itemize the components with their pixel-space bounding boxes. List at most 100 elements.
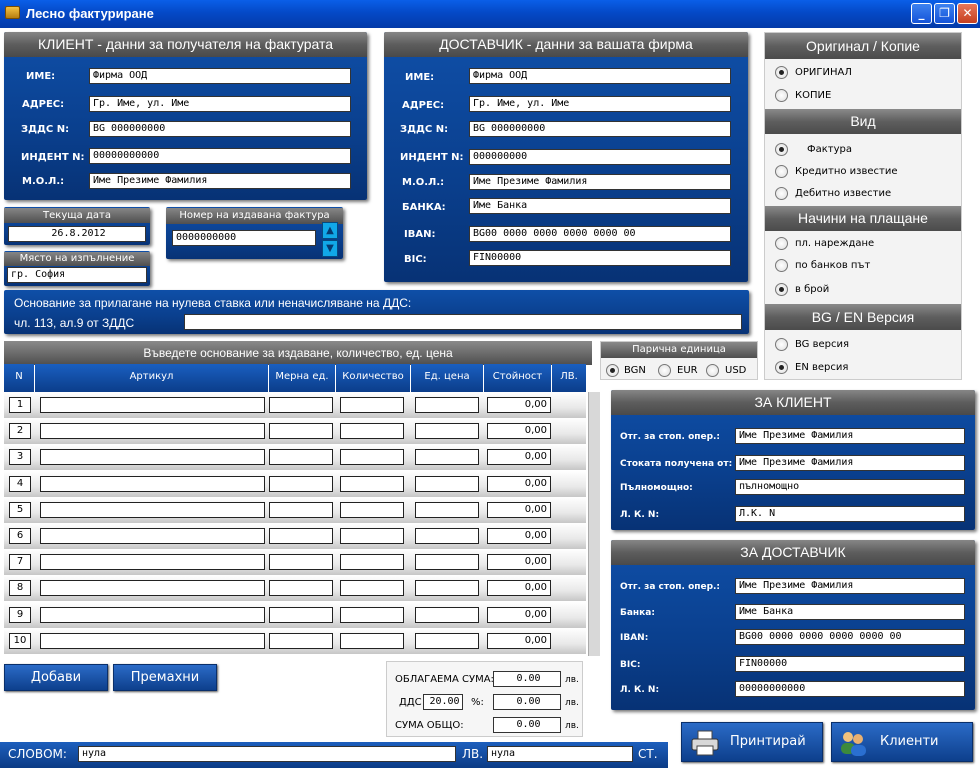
article-field[interactable]: [40, 501, 265, 518]
decrement-arrow-icon[interactable]: ▼: [322, 240, 338, 257]
radio-credit-note[interactable]: [775, 165, 788, 178]
for-client-proxy-field[interactable]: пълномощно: [735, 479, 965, 495]
for-client-received-field[interactable]: Име Презиме Фамилия: [735, 455, 965, 471]
article-field[interactable]: [40, 554, 265, 571]
for-supplier-bank-field[interactable]: Име Банка: [735, 604, 965, 620]
radio-bg-version[interactable]: [775, 338, 788, 351]
words-st-field[interactable]: нула: [487, 746, 633, 762]
users-icon: [838, 729, 868, 757]
maximize-button[interactable]: ❐: [934, 3, 955, 24]
supplier-bic-field[interactable]: FIN00000: [469, 250, 731, 266]
unit-price-field[interactable]: [415, 606, 479, 623]
client-name-field[interactable]: Фирма ООД: [89, 68, 351, 84]
article-field[interactable]: [40, 397, 265, 413]
close-button[interactable]: ✕: [957, 3, 978, 24]
article-field[interactable]: [40, 528, 265, 544]
radio-bank-transfer[interactable]: [775, 259, 788, 272]
total-field[interactable]: 0.00: [493, 717, 561, 733]
radio-eur[interactable]: [658, 364, 671, 377]
radio-bgn[interactable]: [606, 364, 619, 377]
unit-price-field[interactable]: [415, 397, 479, 413]
radio-en-version[interactable]: [775, 361, 788, 374]
unit-field[interactable]: [269, 475, 333, 492]
unit-price-field[interactable]: [415, 528, 479, 544]
quantity-field[interactable]: [340, 606, 404, 623]
unit-price-field[interactable]: [415, 423, 479, 440]
article-field[interactable]: [40, 449, 265, 466]
radio-cash[interactable]: [775, 283, 788, 296]
add-button[interactable]: Добави: [4, 664, 108, 691]
quantity-field[interactable]: [340, 475, 404, 492]
radio-copy[interactable]: [775, 89, 788, 102]
unit-field[interactable]: [269, 423, 333, 440]
remove-button[interactable]: Премахни: [113, 664, 217, 691]
quantity-field[interactable]: [340, 423, 404, 440]
supplier-vat-field[interactable]: BG 000000000: [469, 121, 731, 137]
for-supplier-idcard-field[interactable]: 00000000000: [735, 681, 965, 697]
article-field[interactable]: [40, 580, 265, 597]
quantity-field[interactable]: [340, 528, 404, 544]
unit-price-field[interactable]: [415, 449, 479, 466]
place-field[interactable]: гр. София: [7, 267, 147, 283]
quantity-field[interactable]: [340, 580, 404, 597]
unit-field[interactable]: [269, 501, 333, 518]
radio-payment-order[interactable]: [775, 237, 788, 250]
vat-percent-field[interactable]: 20.00: [423, 694, 463, 710]
for-supplier-resp-field[interactable]: Име Презиме Фамилия: [735, 578, 965, 594]
supplier-name-field[interactable]: Фирма ООД: [469, 68, 731, 84]
for-client-idcard-field[interactable]: Л.К. N: [735, 506, 965, 522]
unit-field[interactable]: [269, 606, 333, 623]
unit-field[interactable]: [269, 554, 333, 571]
increment-arrow-icon[interactable]: ▲: [322, 222, 338, 239]
client-mol-field[interactable]: Име Презиме Фамилия: [89, 173, 351, 189]
radio-original[interactable]: [775, 66, 788, 79]
currency-box: Парична единица BGN EUR USD: [600, 341, 758, 380]
items-scrollbar[interactable]: [588, 392, 600, 656]
supplier-address-field[interactable]: Гр. Име, ул. Име: [469, 96, 731, 112]
article-field[interactable]: [40, 423, 265, 440]
radio-invoice[interactable]: [775, 143, 788, 156]
quantity-field[interactable]: [340, 449, 404, 466]
client-id-field[interactable]: 00000000000: [89, 148, 351, 164]
clients-button[interactable]: Клиенти: [831, 722, 973, 762]
invoice-number-field[interactable]: 0000000000: [172, 230, 316, 246]
for-supplier-iban-field[interactable]: BG00 0000 0000 0000 0000 00: [735, 629, 965, 645]
quantity-field[interactable]: [340, 632, 404, 649]
minimize-button[interactable]: _: [911, 3, 932, 24]
for-client-resp-field[interactable]: Име Презиме Фамилия: [735, 428, 965, 444]
for-supplier-bic-field[interactable]: FIN00000: [735, 656, 965, 672]
unit-price-field[interactable]: [415, 501, 479, 518]
client-address-field[interactable]: Гр. Име, ул. Име: [89, 96, 351, 112]
for-supplier-resp-label: Отг. за стоп. опер.:: [620, 582, 721, 592]
unit-field[interactable]: [269, 449, 333, 466]
unit-price-field[interactable]: [415, 475, 479, 492]
client-panel: КЛИЕНТ - данни за получателя на фактурат…: [4, 32, 367, 200]
unit-field[interactable]: [269, 397, 333, 413]
unit-price-field[interactable]: [415, 580, 479, 597]
quantity-field[interactable]: [340, 554, 404, 571]
unit-price-field[interactable]: [415, 554, 479, 571]
article-field[interactable]: [40, 475, 265, 492]
supplier-mol-field[interactable]: Име Презиме Фамилия: [469, 174, 731, 190]
article-field[interactable]: [40, 606, 265, 623]
unit-field[interactable]: [269, 580, 333, 597]
unit-field[interactable]: [269, 632, 333, 649]
vat-field[interactable]: 0.00: [493, 694, 561, 710]
date-field[interactable]: 26.8.2012: [8, 226, 146, 242]
table-row: 10 0,00: [4, 627, 586, 654]
quantity-field[interactable]: [340, 501, 404, 518]
print-button[interactable]: Принтирай: [681, 722, 823, 762]
client-vat-field[interactable]: BG 000000000: [89, 121, 351, 137]
quantity-field[interactable]: [340, 397, 404, 413]
supplier-iban-field[interactable]: BG00 0000 0000 0000 0000 00: [469, 226, 731, 242]
unit-field[interactable]: [269, 528, 333, 544]
basis-field[interactable]: [184, 314, 742, 330]
taxable-field[interactable]: 0.00: [493, 671, 561, 687]
supplier-id-field[interactable]: 000000000: [469, 149, 731, 165]
unit-price-field[interactable]: [415, 632, 479, 649]
words-lv-field[interactable]: нула: [78, 746, 456, 762]
radio-debit-note[interactable]: [775, 187, 788, 200]
supplier-bank-field[interactable]: Име Банка: [469, 198, 731, 214]
radio-usd[interactable]: [706, 364, 719, 377]
article-field[interactable]: [40, 632, 265, 649]
